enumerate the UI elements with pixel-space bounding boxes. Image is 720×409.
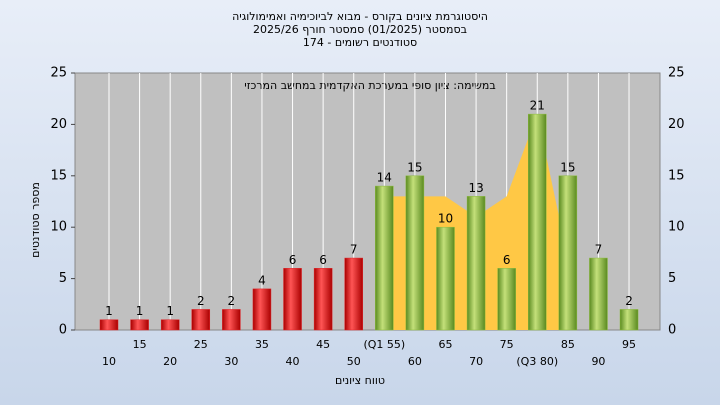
data-label: 7 <box>350 243 358 257</box>
y-tick-label: 0 <box>668 323 676 338</box>
x-tick-label: 25 <box>194 338 208 351</box>
x-tick-label: 75 <box>500 338 514 351</box>
bar <box>252 288 272 331</box>
data-label: 15 <box>560 160 575 174</box>
data-label: 1 <box>166 304 174 318</box>
y-tick-label: 25 <box>668 66 685 81</box>
bar <box>589 257 608 331</box>
x-tick-label: 45 <box>316 338 330 351</box>
data-label: 13 <box>468 181 483 195</box>
data-label: 2 <box>625 294 633 308</box>
y-tick-label: 10 <box>50 220 67 235</box>
x-tick-label: 95 <box>622 338 636 351</box>
data-label: 14 <box>377 171 392 185</box>
x-tick-label: 70 <box>469 355 483 368</box>
y-axis-label: מספר סטודנטים <box>29 182 42 258</box>
x-tick-label: 20 <box>163 355 177 368</box>
data-label: 2 <box>228 294 236 308</box>
bar <box>99 319 119 331</box>
x-tick-label: 30 <box>224 355 238 368</box>
chart-title: היסטוגרמת ציונים בקורס - מבוא לביוכימיה … <box>232 10 488 23</box>
x-tick-label: 35 <box>255 338 269 351</box>
bar <box>344 257 363 331</box>
chart-subtitle: סטודנטים רשומים - 174 <box>303 36 417 49</box>
data-label: 1 <box>136 304 144 318</box>
data-label: 21 <box>530 99 545 113</box>
chart-subtitle: בסמסטר (01/2025) סמסטר חורף 2025/26 <box>253 23 467 36</box>
bar <box>191 309 211 331</box>
x-tick-label: 65 <box>438 338 452 351</box>
bar <box>558 175 578 331</box>
bar <box>436 226 455 331</box>
bar <box>405 175 425 331</box>
data-label: 7 <box>595 243 603 257</box>
bar <box>313 268 333 331</box>
annotation: במשימה: ציון סופי במערכת האקדמית במחשב ה… <box>244 79 495 92</box>
x-tick-label: 40 <box>286 355 300 368</box>
y-tick-label: 20 <box>668 117 685 132</box>
x-tick-label: 10 <box>102 355 116 368</box>
bar <box>466 196 486 331</box>
data-label: 2 <box>197 294 205 308</box>
y-tick-label: 15 <box>50 168 67 183</box>
x-tick-label: (Q3 80) <box>516 355 558 368</box>
bar <box>160 319 180 331</box>
y-tick-label: 20 <box>50 117 67 132</box>
bar <box>375 185 394 331</box>
x-tick-label: (Q1 55) <box>363 338 405 351</box>
data-label: 6 <box>319 253 327 267</box>
x-tick-label: 60 <box>408 355 422 368</box>
x-tick-label: 90 <box>591 355 605 368</box>
y-tick-label: 5 <box>668 271 676 286</box>
y-tick-label: 5 <box>59 271 67 286</box>
data-label: 6 <box>289 253 297 267</box>
data-label: 4 <box>258 273 266 287</box>
bar <box>497 268 516 331</box>
x-tick-label: 15 <box>133 338 147 351</box>
y-tick-label: 0 <box>59 323 67 338</box>
bar <box>528 113 547 331</box>
data-label: 10 <box>438 212 453 226</box>
data-label: 15 <box>407 160 422 174</box>
bar <box>130 319 149 331</box>
bar <box>619 309 639 331</box>
bar <box>222 309 241 331</box>
bar <box>283 268 302 331</box>
x-axis-label: טווח ציונים <box>335 374 385 387</box>
y-tick-label: 25 <box>50 66 67 81</box>
y-tick-label: 15 <box>668 168 685 183</box>
data-label: 1 <box>105 304 113 318</box>
x-tick-label: 50 <box>347 355 361 368</box>
x-tick-label: 85 <box>561 338 575 351</box>
data-label: 6 <box>503 253 511 267</box>
y-tick-label: 10 <box>668 220 685 235</box>
